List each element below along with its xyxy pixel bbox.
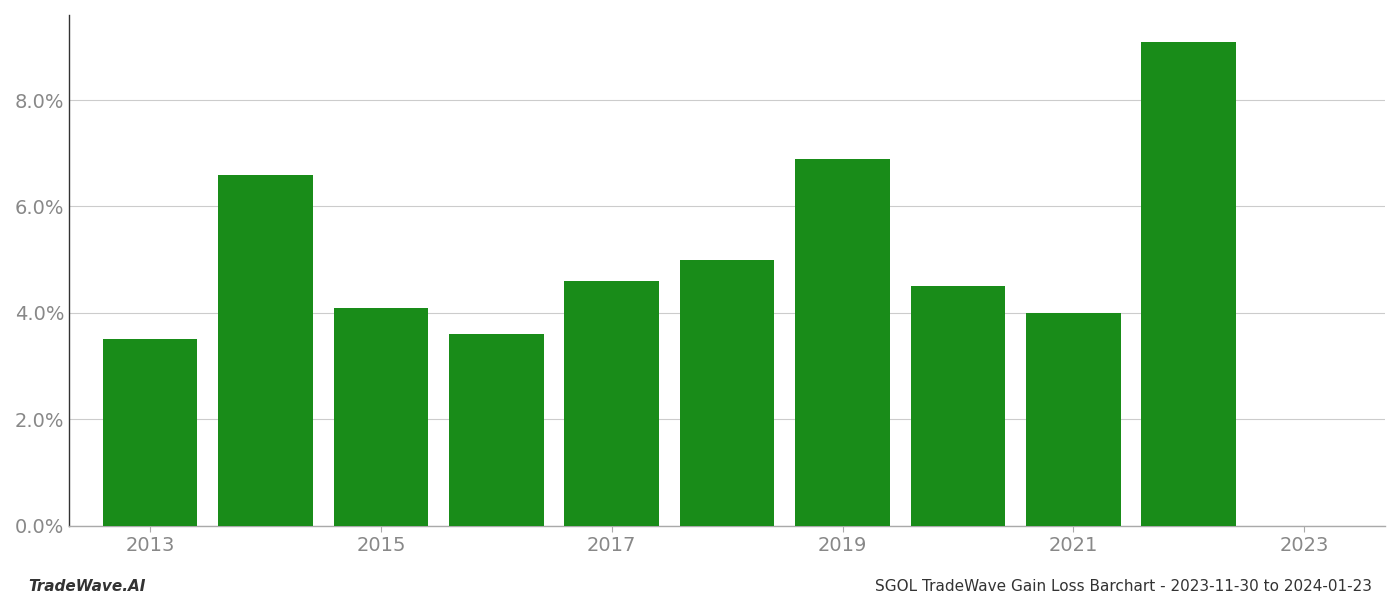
Bar [795, 158, 890, 526]
Bar [680, 260, 774, 526]
Bar [1026, 313, 1121, 526]
Text: TradeWave.AI: TradeWave.AI [28, 579, 146, 594]
Bar [218, 175, 312, 526]
Bar [333, 308, 428, 526]
Bar [564, 281, 659, 526]
Bar [910, 286, 1005, 526]
Bar [449, 334, 543, 526]
Bar [1141, 41, 1236, 526]
Text: SGOL TradeWave Gain Loss Barchart - 2023-11-30 to 2024-01-23: SGOL TradeWave Gain Loss Barchart - 2023… [875, 579, 1372, 594]
Bar [102, 340, 197, 526]
